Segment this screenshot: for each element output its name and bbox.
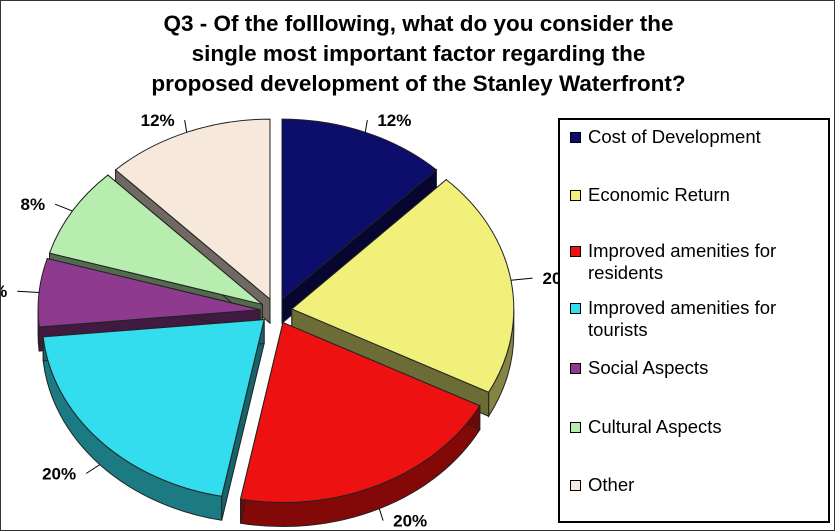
legend-swatch	[570, 363, 581, 374]
leader-line	[364, 119, 368, 133]
chart-legend: Cost of Development Economic Return Impr…	[558, 118, 830, 523]
data-label: 12%	[377, 111, 411, 130]
legend-label: Improved amenities for tourists	[588, 297, 777, 340]
legend-swatch	[570, 190, 581, 201]
leader-line	[54, 203, 73, 212]
data-label: 6%	[1, 282, 7, 301]
pie-slice	[42, 319, 265, 521]
slice-top	[48, 174, 263, 305]
legend-swatch	[570, 303, 581, 314]
data-label: 8%	[21, 195, 46, 214]
legend-label: Improved amenities for residents	[588, 240, 777, 283]
leader-line	[510, 277, 533, 281]
chart-title-line-1: Q3 - Of the folllowing, what do you cons…	[163, 11, 674, 36]
legend-swatch	[570, 422, 581, 433]
leader-line	[184, 119, 188, 133]
chart-title: Q3 - Of the folllowing, what do you cons…	[41, 9, 796, 99]
chart-title-line-3: proposed development of the Stanley Wate…	[151, 71, 686, 96]
legend-label: Cultural Aspects	[588, 416, 722, 437]
legend-swatch	[570, 246, 581, 257]
leader-line	[17, 290, 40, 293]
data-label: 20%	[42, 464, 76, 483]
data-label: 12%	[141, 111, 175, 130]
slice-top	[290, 179, 515, 393]
legend-swatch	[570, 480, 581, 491]
legend-label: Social Aspects	[588, 357, 709, 378]
leader-line	[85, 464, 101, 474]
leader-line	[378, 508, 384, 521]
legend-swatch	[570, 132, 581, 143]
data-label: 20%	[393, 512, 427, 531]
chart-title-line-2: single most important factor regarding t…	[191, 41, 646, 66]
legend-label: Economic Return	[588, 184, 730, 205]
slice-top	[239, 321, 481, 503]
pie-slice	[239, 321, 481, 527]
legend-label: Other	[588, 474, 635, 495]
slice-top	[37, 257, 261, 328]
legend-label: Cost of Development	[588, 126, 761, 147]
slice-top	[42, 319, 265, 497]
